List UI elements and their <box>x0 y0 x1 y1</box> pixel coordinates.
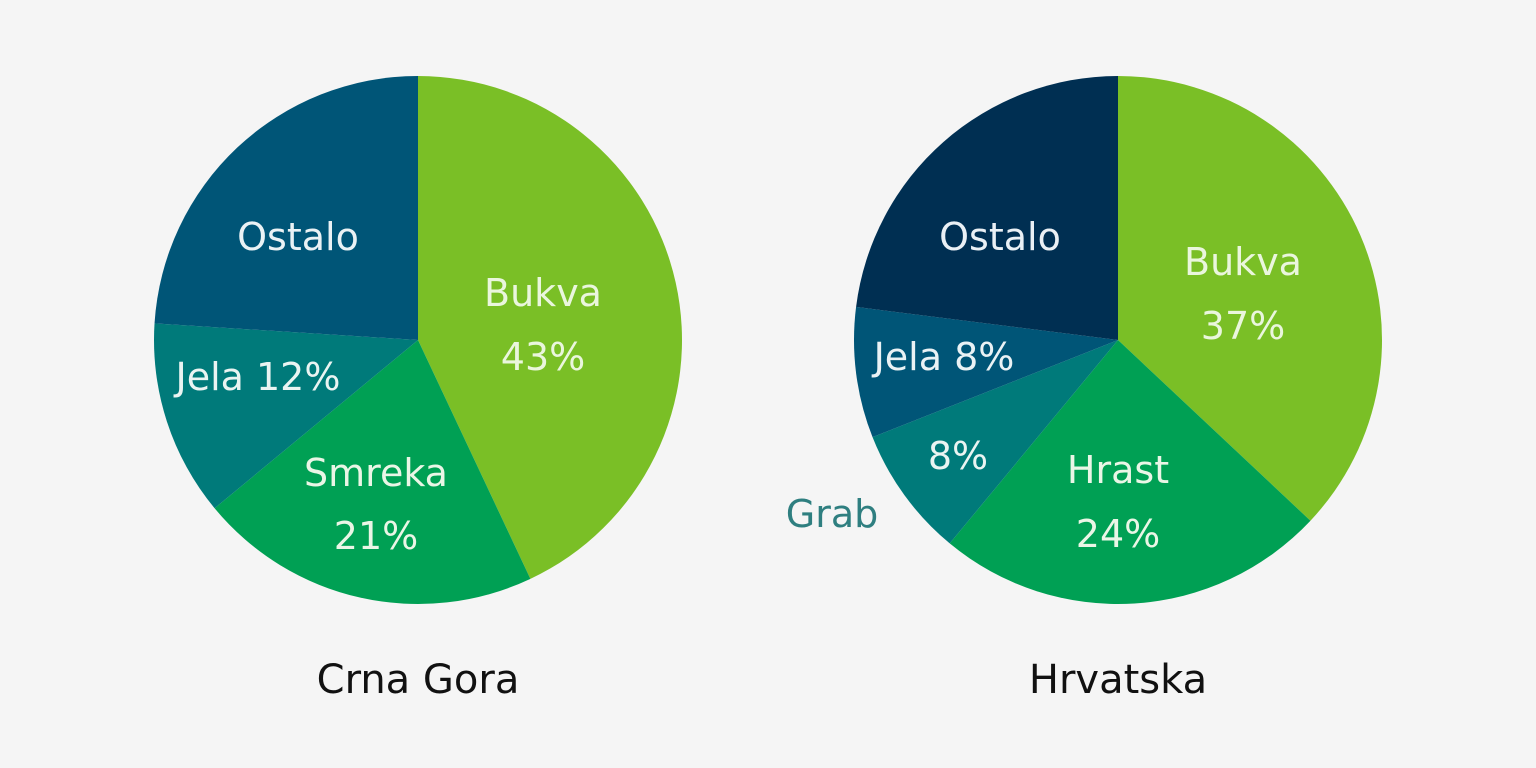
slice-label-hrast-value: 24% <box>1076 512 1160 556</box>
slice-label-bukva-name: Bukva <box>1184 240 1302 284</box>
chart-title-1: Crna Gora <box>317 657 520 703</box>
pie-slice-jela <box>854 306 1118 438</box>
slice-label-smreka-name: Smreka <box>304 451 448 495</box>
slice-label-hrast-name: Hrast <box>1067 448 1169 492</box>
slice-label-grab-name: Grab <box>786 492 878 536</box>
slice-label-bukva-name: Bukva <box>484 271 602 315</box>
pie-slice-grab <box>872 340 1118 544</box>
pie-slice-bukva <box>418 76 683 579</box>
slice-label-jela: Jela 8% <box>872 335 1015 379</box>
slice-label-bukva-value: 37% <box>1201 304 1285 348</box>
pie-slice-jela <box>154 323 419 509</box>
pie-slice-ostalo <box>154 76 419 340</box>
slice-label-bukva-value: 43% <box>501 335 585 379</box>
pie-slice-bukva <box>1118 76 1383 521</box>
slice-label-ostalo: Ostalo <box>237 215 359 259</box>
slice-label-jela: Jela 12% <box>174 355 341 399</box>
pie-slice-hrast <box>949 340 1311 605</box>
pie-slice-ostalo <box>856 76 1118 340</box>
chart-title-2: Hrvatska <box>1029 657 1207 703</box>
slice-label-grab-value: 8% <box>928 434 988 478</box>
slice-label-ostalo: Ostalo <box>939 215 1061 259</box>
slice-label-smreka-value: 21% <box>334 514 418 558</box>
pie-slice-smreka <box>214 340 531 604</box>
